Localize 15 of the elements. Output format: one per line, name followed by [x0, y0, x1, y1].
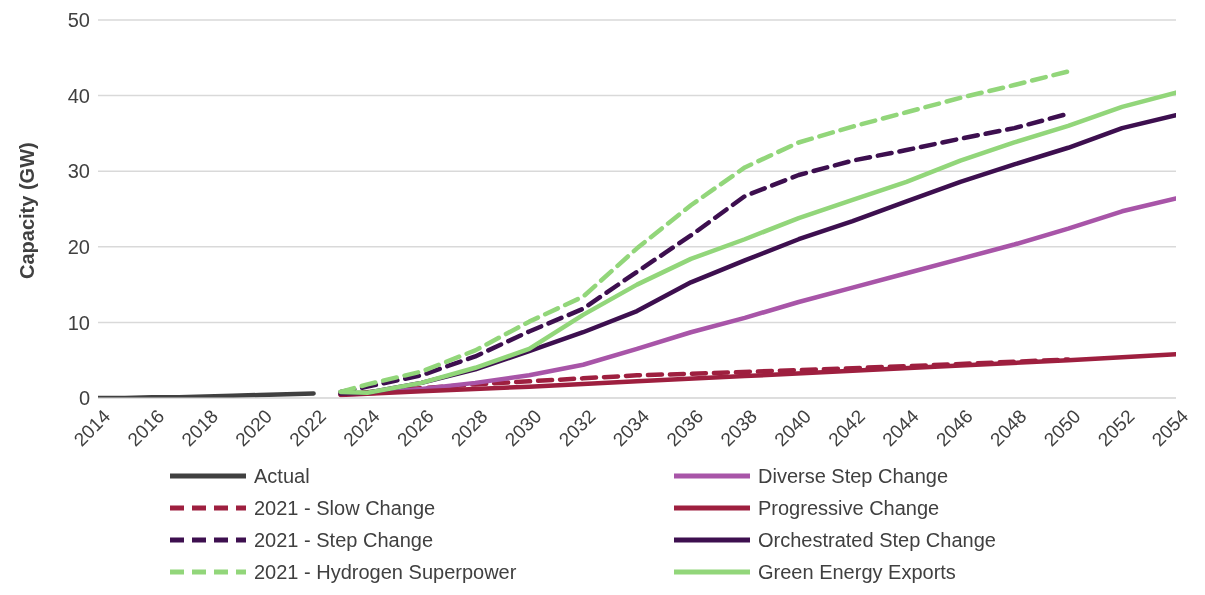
legend-label: Progressive Change: [758, 496, 940, 520]
y-tick-label: 20: [67, 235, 90, 258]
legend-label: 2021 - Slow Change: [254, 496, 436, 520]
y-axis-title: Capacity (GW): [16, 142, 39, 279]
y-tick-label: 50: [67, 9, 90, 32]
legend-label: 2021 - Step Change: [254, 528, 434, 552]
y-tick-label: 10: [67, 311, 90, 334]
legend-label: Diverse Step Change: [758, 464, 949, 488]
legend-label: Orchestrated Step Change: [758, 528, 996, 552]
y-tick-label: 40: [67, 84, 90, 107]
y-tick-label: 30: [67, 160, 90, 183]
legend-label: 2021 - Hydrogen Superpower: [254, 560, 517, 584]
legend-label: Actual: [254, 464, 310, 488]
legend-label: Green Energy Exports: [758, 560, 956, 584]
y-tick-label: 0: [78, 387, 90, 410]
